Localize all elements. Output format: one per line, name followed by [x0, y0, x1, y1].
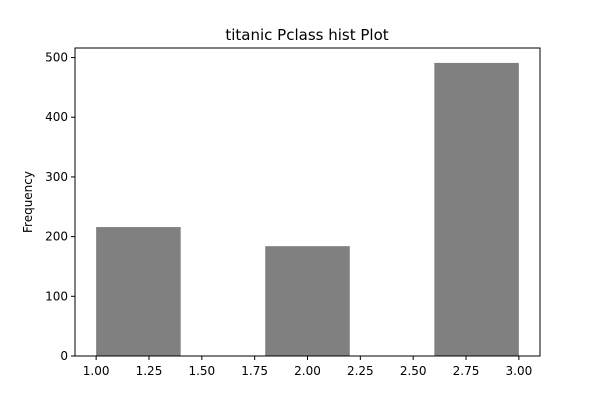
y-tick-label: 500	[45, 51, 68, 65]
x-tick-label: 1.00	[83, 364, 110, 378]
y-axis: 0 100 200 300 400 500	[45, 51, 75, 363]
chart-title: titanic Pclass hist Plot	[225, 26, 388, 44]
x-tick-label: 2.50	[400, 364, 427, 378]
x-tick-label: 1.50	[188, 364, 215, 378]
y-tick-label: 100	[45, 289, 68, 303]
y-tick-label: 400	[45, 110, 68, 124]
histogram-bar-3	[434, 62, 519, 356]
y-tick-label: 300	[45, 170, 68, 184]
x-tick-label: 2.25	[347, 364, 374, 378]
x-axis: 1.00 1.25 1.50 1.75 2.00 2.25 2.50 2.75 3.00	[83, 356, 532, 378]
x-tick-label: 1.25	[136, 364, 163, 378]
bars-group	[96, 62, 519, 356]
x-tick-label: 2.75	[453, 364, 480, 378]
y-tick-label: 0	[60, 349, 68, 363]
x-tick-label: 2.00	[294, 364, 321, 378]
x-tick-label: 3.00	[506, 364, 533, 378]
x-tick-label: 1.75	[241, 364, 268, 378]
histogram-bar-2	[265, 246, 350, 356]
histogram-bar-1	[96, 227, 181, 356]
y-tick-label: 200	[45, 230, 68, 244]
y-axis-label: Frequency	[21, 171, 35, 233]
